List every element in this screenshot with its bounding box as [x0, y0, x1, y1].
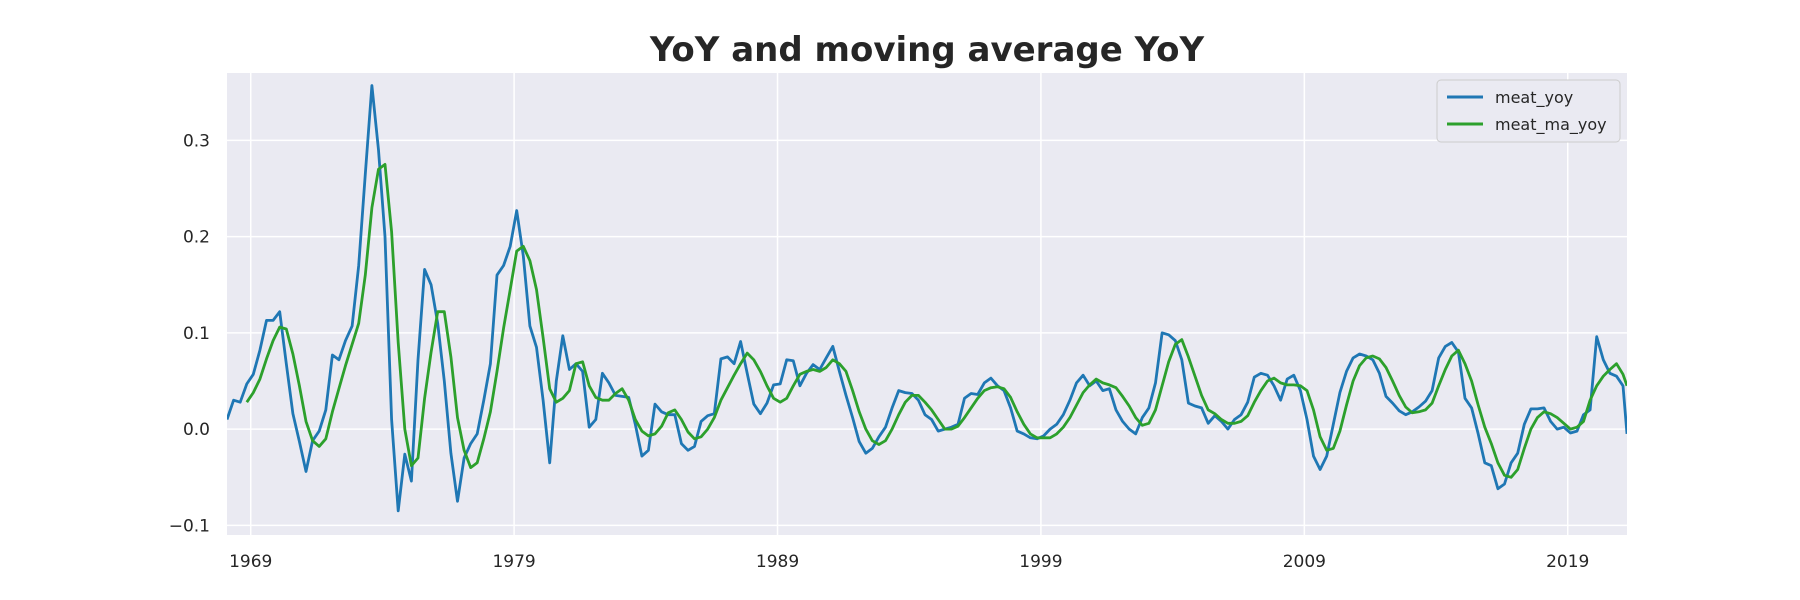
x-tick-label: 1979	[492, 552, 535, 572]
chart-title: YoY and moving average YoY	[649, 30, 1205, 70]
x-tick-label: 1969	[229, 552, 272, 572]
grid	[227, 73, 1627, 535]
series-line-meat-ma-yoy	[245, 163, 1627, 479]
y-tick-label: 0.1	[183, 324, 210, 344]
legend-label-meat-ma-yoy: meat_ma_yoy	[1495, 115, 1607, 135]
y-tick-label: 0.2	[183, 228, 210, 248]
x-tick-label: 2009	[1283, 552, 1326, 572]
y-tick-label: 0.3	[183, 131, 210, 151]
legend-label-meat-yoy: meat_yoy	[1495, 88, 1573, 108]
x-tick-label: 2019	[1546, 552, 1589, 572]
series-line-meat-yoy	[227, 84, 1627, 513]
x-tick-label: 1999	[1019, 552, 1062, 572]
series-layer	[227, 84, 1627, 513]
legend: meat_yoy meat_ma_yoy	[1436, 79, 1621, 143]
plot-area	[227, 73, 1627, 535]
y-tick-label: −0.1	[169, 516, 210, 536]
y-tick-label: 0.0	[183, 420, 210, 440]
x-tick-label: 1989	[756, 552, 799, 572]
axes: 1969 1979 1989 1999 2009 2019 −0.1 0.0 0.1 0.2 0.3	[169, 131, 1590, 572]
